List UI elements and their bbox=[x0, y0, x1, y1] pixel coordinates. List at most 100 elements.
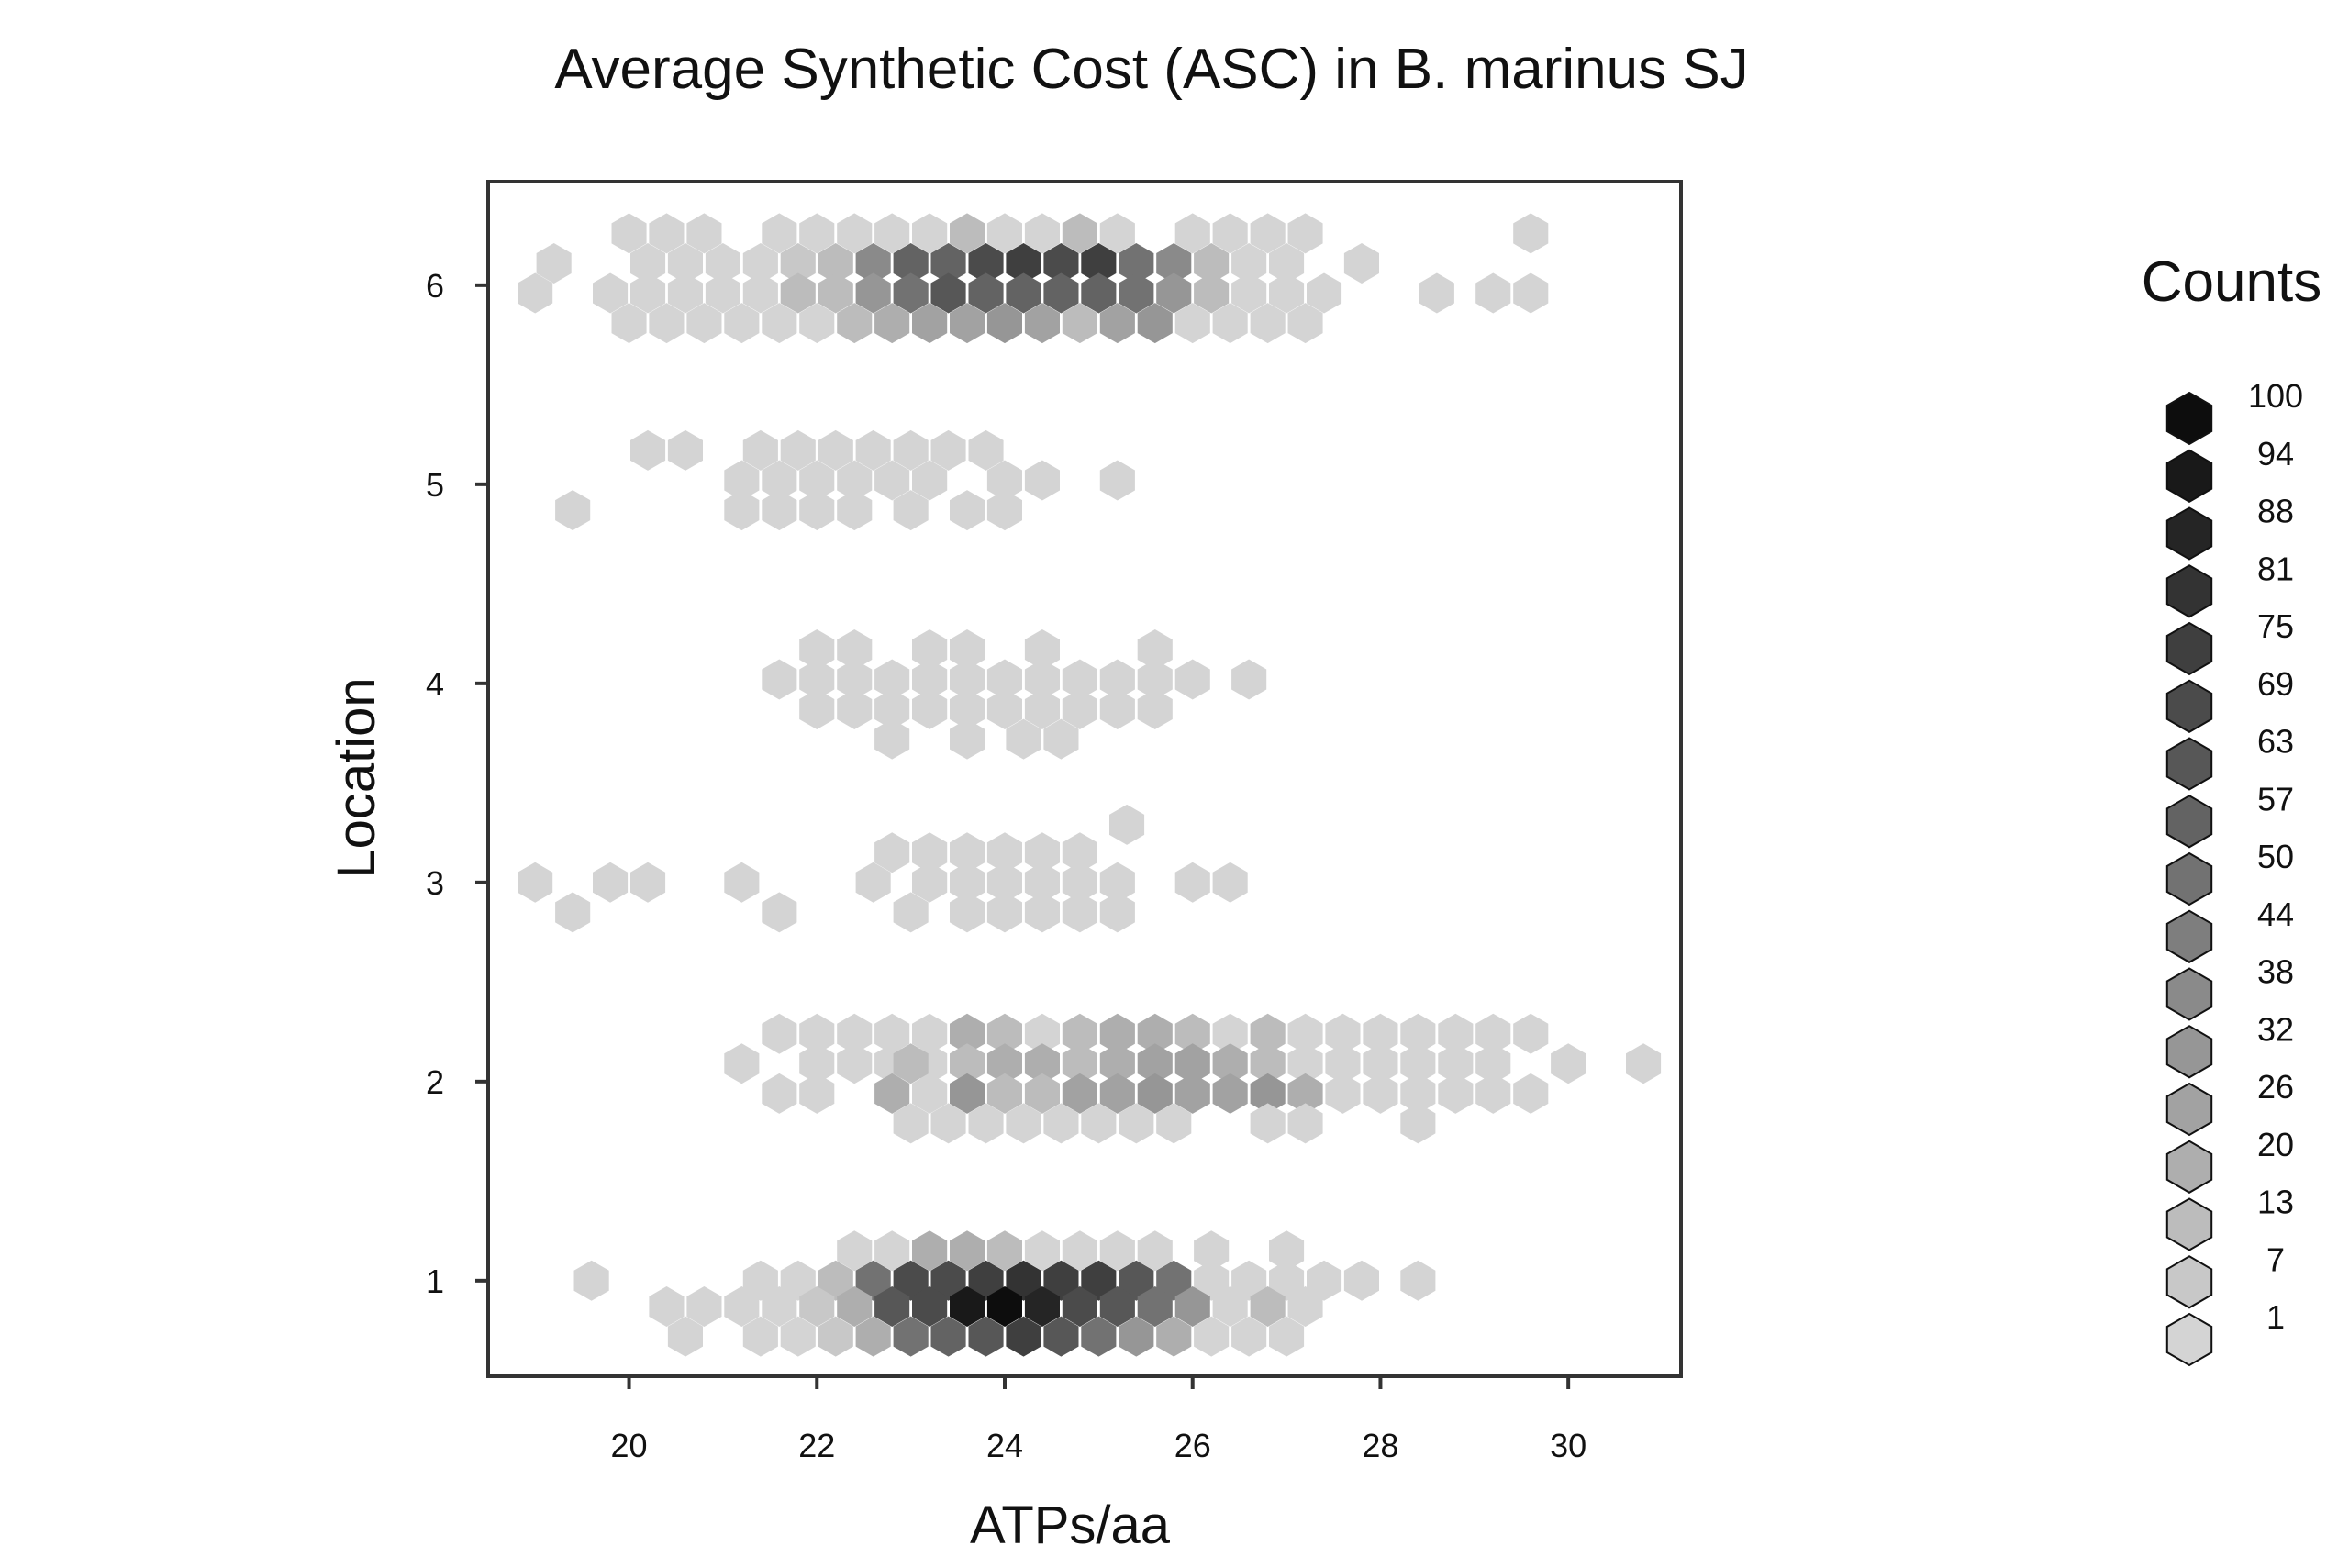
hexbin-cell bbox=[724, 1043, 760, 1084]
hexbin-cell bbox=[1363, 1043, 1398, 1084]
hexbin-cell bbox=[1287, 1013, 1323, 1054]
hexbin-cell bbox=[874, 718, 910, 760]
hexbin-cell bbox=[1475, 1073, 1511, 1114]
hexbin-cell bbox=[1194, 1260, 1230, 1301]
legend-swatch bbox=[2165, 909, 2213, 963]
hexbin-cell bbox=[1062, 1073, 1097, 1114]
hexbin-cell bbox=[1513, 213, 1549, 254]
hexbin-cells bbox=[518, 213, 1662, 1357]
hexbin-cell bbox=[762, 490, 797, 531]
legend-label: 1 bbox=[2266, 1298, 2285, 1336]
hexbin-cell bbox=[1250, 1043, 1286, 1084]
legend-label: 26 bbox=[2257, 1068, 2294, 1106]
hexbin-cell bbox=[649, 1286, 685, 1327]
hexbin-cell bbox=[1231, 272, 1267, 314]
hexbin-cell bbox=[1043, 243, 1079, 284]
hexbin-cell bbox=[912, 460, 948, 501]
hexbin-cell bbox=[555, 892, 591, 933]
hexbin-cell bbox=[1269, 1230, 1305, 1272]
hexbin-cell bbox=[1119, 1103, 1154, 1144]
hexbin-cell bbox=[1099, 1230, 1135, 1272]
hexbin-cell bbox=[950, 213, 985, 254]
hexbin-cell bbox=[1212, 303, 1248, 344]
hexbin-cell bbox=[874, 1230, 910, 1272]
x-tick-label: 22 bbox=[798, 1427, 835, 1464]
legend-label: 57 bbox=[2257, 780, 2294, 817]
hexbin-cell bbox=[837, 490, 873, 531]
hexbin-cell bbox=[837, 659, 873, 700]
hexbin-cell bbox=[986, 1230, 1022, 1272]
hexbin-cell bbox=[742, 429, 778, 471]
legend-swatch bbox=[2165, 621, 2213, 676]
hexbin-cell bbox=[855, 862, 891, 903]
hexbin-cell bbox=[950, 689, 985, 729]
hexbin-cell bbox=[950, 718, 985, 760]
hexbin-cell bbox=[1099, 862, 1135, 903]
hexbin-cell bbox=[1250, 1286, 1286, 1327]
hexbin-cell bbox=[986, 490, 1022, 531]
hexbin-cell bbox=[874, 213, 910, 254]
hexbin-cell bbox=[518, 272, 553, 314]
legend-label: 75 bbox=[2257, 607, 2294, 645]
hexbin-cell bbox=[1287, 1286, 1323, 1327]
hexbin-cell bbox=[799, 659, 835, 700]
x-tick-label: 30 bbox=[1550, 1427, 1586, 1464]
hexbin-cell bbox=[593, 862, 629, 903]
hexbin-cell bbox=[1137, 303, 1173, 344]
hexbin-cell bbox=[1006, 243, 1041, 284]
hexbin-cell bbox=[1062, 1013, 1097, 1054]
hexbin-cell bbox=[1400, 1103, 1436, 1144]
hexbin-cell bbox=[968, 429, 1004, 471]
hexbin-cell bbox=[1287, 1103, 1323, 1144]
hexbin-cell bbox=[1287, 303, 1323, 344]
hexbin-cell bbox=[1062, 689, 1097, 729]
hexbin-cell bbox=[762, 460, 797, 501]
hexbin-cell bbox=[1307, 1260, 1342, 1301]
hexbin-cell bbox=[1024, 303, 1060, 344]
legend-label: 69 bbox=[2257, 665, 2294, 703]
hexbin-cell bbox=[893, 892, 929, 933]
hexbin-cell bbox=[1156, 1316, 1192, 1357]
hexbin-cell bbox=[1062, 1043, 1097, 1084]
legend-swatch bbox=[2165, 851, 2213, 906]
hexbin-cell bbox=[1137, 659, 1173, 700]
hexbin-cell bbox=[799, 460, 835, 501]
hexbin-cell bbox=[1250, 1013, 1286, 1054]
x-axis-label: ATPs/aa bbox=[970, 1496, 1171, 1555]
hexbin-cell bbox=[667, 1316, 703, 1357]
hexbin-cell bbox=[893, 243, 929, 284]
hexbin-cell bbox=[1024, 659, 1060, 700]
hexbin-cell bbox=[686, 303, 722, 344]
legend: Counts 100 94 88 81 75 69 63 57 50 44 38 32 26 20 13 7 1 bbox=[2142, 250, 2321, 1367]
hexbin-cell bbox=[1081, 272, 1117, 314]
hexbin-cell bbox=[1099, 1073, 1135, 1114]
legend-swatch bbox=[2165, 391, 2213, 446]
hexbin-cell bbox=[1024, 1073, 1060, 1114]
hexbin-cell bbox=[1062, 892, 1097, 933]
y-tick-label: 3 bbox=[426, 864, 444, 902]
hexbin-cell bbox=[799, 1286, 835, 1327]
hexbin-cell bbox=[986, 659, 1022, 700]
hexbin-cell bbox=[518, 862, 553, 903]
plot-area bbox=[486, 180, 1683, 1378]
hexbin-cell bbox=[874, 303, 910, 344]
hexbin-cell bbox=[912, 832, 948, 873]
hexbin-cell bbox=[968, 243, 1004, 284]
hexbin-cell bbox=[1513, 1013, 1549, 1054]
hexbin-cell bbox=[912, 213, 948, 254]
x-tick-label: 28 bbox=[1362, 1427, 1398, 1464]
hexbin-cell bbox=[536, 243, 572, 284]
hexbin-cell bbox=[874, 659, 910, 700]
hexbin-cell bbox=[1438, 1043, 1474, 1084]
hexbin-cell bbox=[1269, 1316, 1305, 1357]
hexbin-cell bbox=[1212, 862, 1248, 903]
legend-swatch bbox=[2165, 1255, 2213, 1309]
hexbin-cell bbox=[1099, 689, 1135, 729]
hexbin-cell bbox=[837, 1230, 873, 1272]
hexbin-cell bbox=[780, 272, 816, 314]
hexbin-cell bbox=[1250, 213, 1286, 254]
hexbin-cell bbox=[1174, 1073, 1210, 1114]
hexbin-cell bbox=[1081, 1103, 1117, 1144]
y-tick-label: 2 bbox=[426, 1063, 444, 1101]
